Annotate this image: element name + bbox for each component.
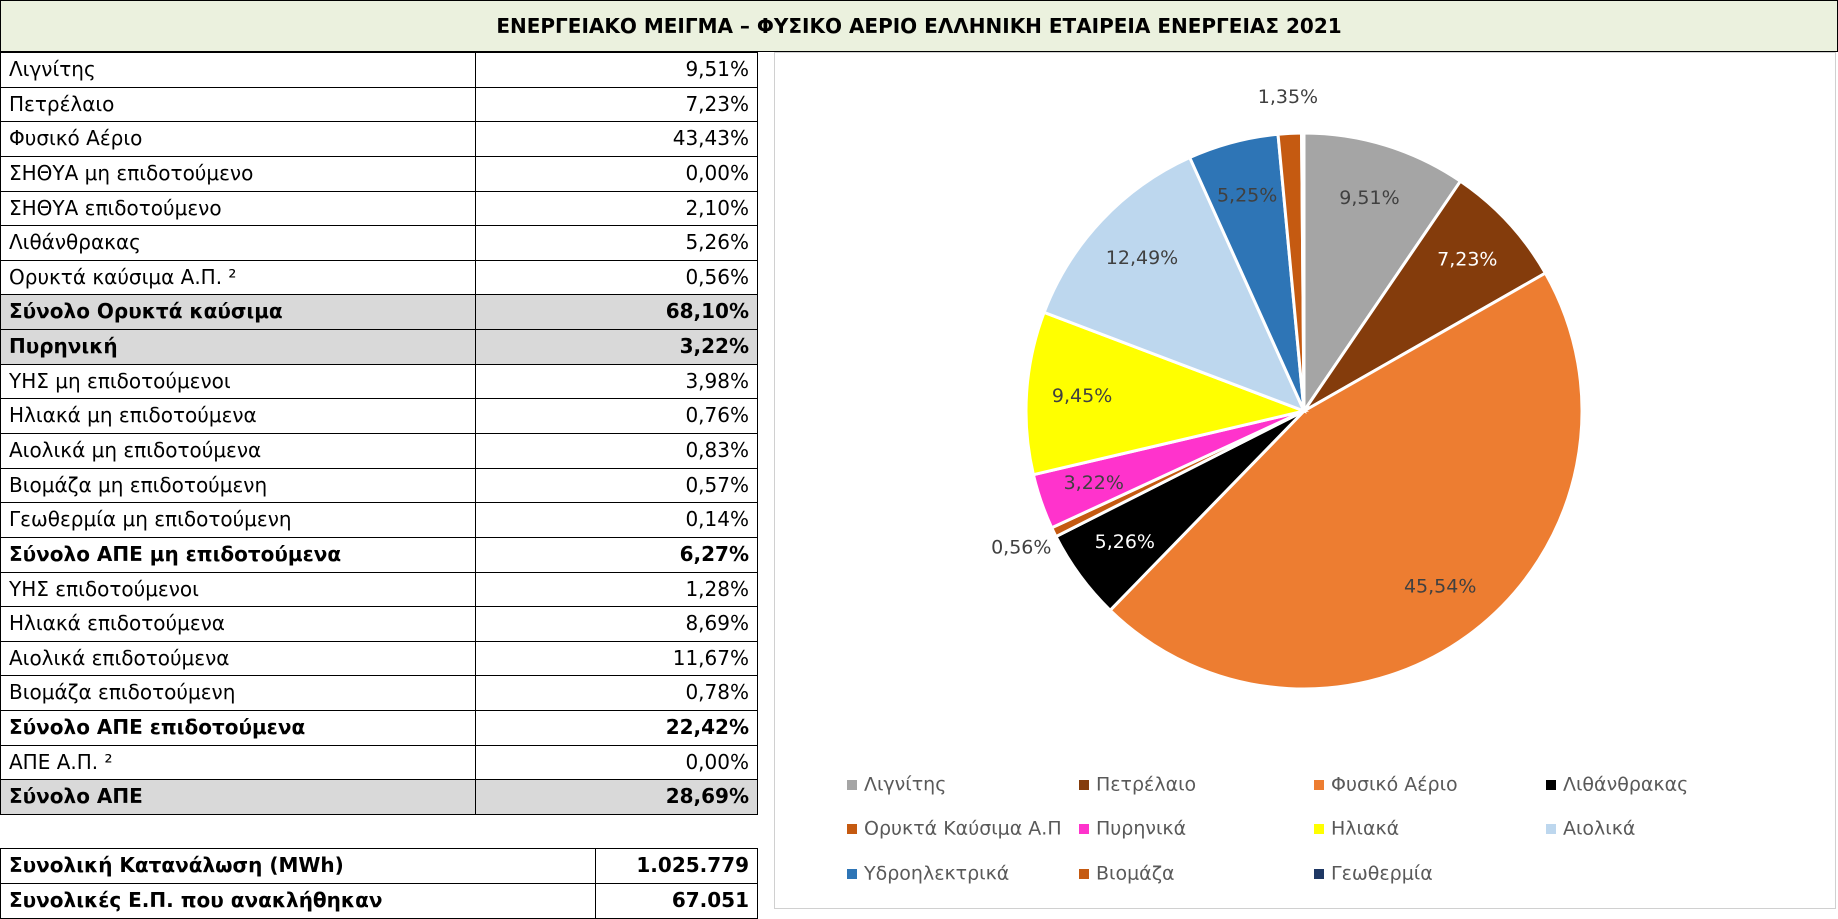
row-value: 43,43% [475,121,758,157]
row-label: Αιολικά επιδοτούμενα [0,640,476,677]
legend-label: Γεωθερμία [1331,863,1433,885]
row-label: Γεωθερμία μη επιδοτούμενη [0,502,476,538]
row-value: 0,57% [475,467,758,504]
legend-label: Λιγνίτης [864,774,946,796]
row-value: 0,83% [475,433,758,469]
title: ΕΝΕΡΓΕΙΑΚΟ ΜΕΙΓΜΑ – ΦΥΣΙΚΟ ΑΕΡΙΟ ΕΛΛΗΝΙΚ… [0,0,1838,52]
total-value: 67.051 [595,883,758,919]
legend-label: Ηλιακά [1331,818,1399,840]
row-label: Ηλιακά επιδοτούμενα [0,606,476,642]
row-value: 8,69% [475,606,758,642]
row-value: 6,27% [475,536,758,573]
row-value: 0,78% [475,675,758,712]
row-label: Ορυκτά καύσιμα Α.Π. ² [0,259,476,296]
row-label: ΣΗΘΥΑ επιδοτούμενο [0,190,476,227]
data-label: 9,45% [1052,385,1112,407]
legend-swatch [847,869,857,879]
row-label: Βιομάζα μη επιδοτούμενη [0,467,476,504]
legend-label: Βιομάζα [1096,863,1175,885]
data-label: 0,56% [991,536,1051,558]
data-label: 5,25% [1217,184,1277,206]
legend-swatch [1314,869,1324,879]
legend-swatch [1314,780,1324,790]
slice [1302,131,1463,416]
row-value: 9,51% [475,52,758,88]
legend-swatch [847,824,857,834]
row-value: 0,56% [475,259,758,296]
row-label: Σύνολο ΑΠΕ [0,779,476,815]
slice [1300,131,1306,412]
legend-label: Φυσικό Αέριο [1331,774,1458,796]
data-label: 9,51% [1339,187,1399,209]
legend-swatch [1079,780,1089,790]
row-value: 2,10% [475,190,758,227]
row-value: 0,00% [475,155,758,192]
row-label: ΥΗΣ επιδοτούμενοι [0,571,476,608]
row-value: 7,23% [475,86,758,123]
legend-swatch [1314,824,1324,834]
row-label: Φυσικό Αέριο [0,121,476,157]
slice [1302,179,1548,413]
row-value: 28,69% [475,779,758,815]
total-label: Συνολική Κατανάλωση (MWh) [0,848,596,884]
legend-swatch [1079,869,1089,879]
row-value: 3,22% [475,329,758,365]
row-label: ΣΗΘΥΑ μη επιδοτούμενο [0,155,476,192]
row-label: Λιγνίτης [0,52,476,88]
total-label: Συνολικές Ε.Π. που ανακλήθηκαν [0,883,596,919]
data-label: 7,23% [1437,249,1497,271]
row-value: 11,67% [475,640,758,677]
row-value: 1,28% [475,571,758,608]
row-value: 3,98% [475,363,758,400]
row-label: ΥΗΣ μη επιδοτούμενοι [0,363,476,400]
total-value: 1.025.779 [595,848,758,884]
legend-swatch [1079,824,1089,834]
row-label: ΑΠΕ Α.Π. ² [0,744,476,781]
row-label: Σύνολο ΑΠΕ μη επιδοτούμενα [0,536,476,573]
row-value: 0,14% [475,502,758,538]
legend-swatch [847,780,857,790]
row-value: 0,76% [475,398,758,434]
row-value: 5,26% [475,225,758,261]
row-value: 68,10% [475,294,758,331]
slice [1108,271,1584,691]
row-label: Πετρέλαιο [0,86,476,123]
chart-box [774,52,1836,909]
legend-swatch [1546,780,1556,790]
data-label: 12,49% [1106,247,1178,269]
row-label: Σύνολο Ορυκτά καύσιμα [0,294,476,331]
row-label: Αιολικά μη επιδοτούμενα [0,433,476,469]
legend-label: Αιολικά [1563,818,1635,840]
legend-label: Ορυκτά Καύσιμα Α.Π [864,818,1062,840]
slice [1024,310,1310,477]
data-label: 3,22% [1064,472,1124,494]
row-value: 22,42% [475,710,758,746]
row-label: Ηλιακά μη επιδοτούμενα [0,398,476,434]
data-label: 5,26% [1095,531,1155,553]
legend-label: Υδροηλεκτρικά [863,863,1009,885]
row-label: Λιθάνθρακας [0,225,476,261]
legend-label: Πετρέλαιο [1096,774,1196,796]
row-label: Πυρηνική [0,329,476,365]
data-label: 45,54% [1404,575,1476,597]
legend-label: Πυρηνικά [1096,818,1186,840]
slice [1042,155,1307,414]
row-label: Σύνολο ΑΠΕ επιδοτούμενα [0,710,476,746]
row-value: 0,00% [475,744,758,781]
row-label: Βιομάζα επιδοτούμενη [0,675,476,712]
legend-label: Λιθάνθρακας [1563,774,1688,796]
data-label: 1,35% [1258,86,1318,108]
legend-swatch [1546,824,1556,834]
